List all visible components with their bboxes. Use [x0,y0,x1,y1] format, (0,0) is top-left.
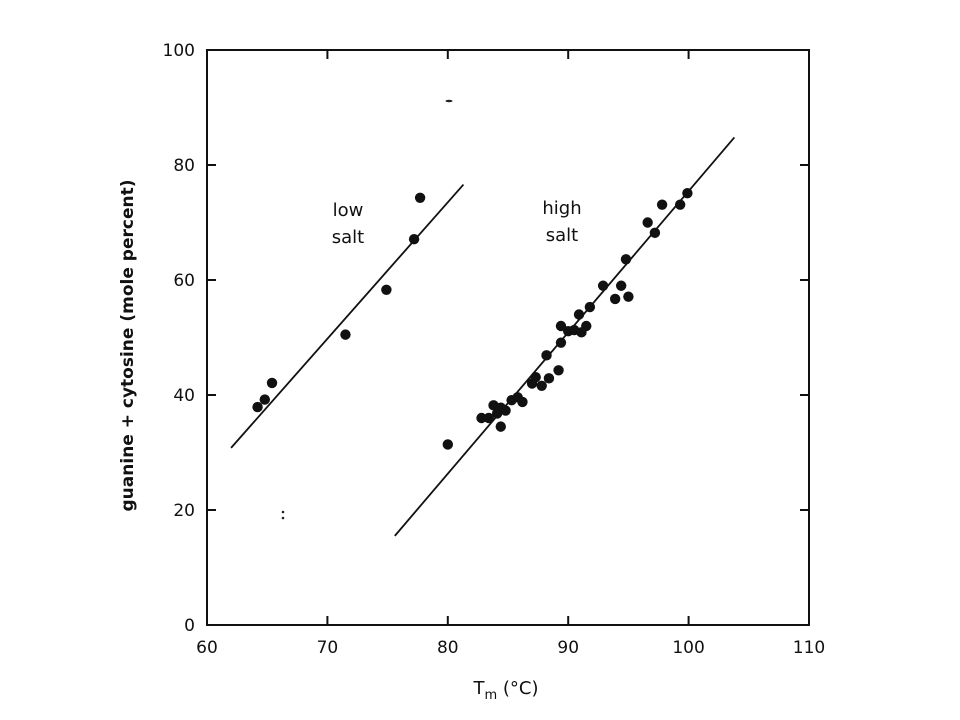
series-label-low-salt: low [333,200,364,221]
fit-line-low-salt [230,183,465,449]
data-point-high-salt [609,293,621,305]
data-point-high-salt [500,405,511,416]
data-point-high-salt [555,320,567,332]
data-point-high-salt [642,217,653,228]
data-point-high-salt [442,439,453,450]
data-point-high-salt [597,280,609,291]
data-point-high-salt [536,380,547,391]
data-point-high-salt [656,199,668,210]
data-point-high-salt [623,291,634,302]
data-point-high-salt [553,365,564,376]
data-point-low-salt [408,233,420,245]
x-tick-label: 110 [793,638,825,658]
data-point-high-salt [476,412,487,424]
fit-lines [230,136,736,537]
data-point-high-salt [541,350,552,361]
data-point-high-salt [517,396,528,408]
y-tick-label: 0 [184,616,195,636]
y-tick-label: 60 [173,271,195,291]
data-point-high-salt [674,199,686,210]
x-tick-label: 70 [317,638,339,658]
x-tick-label: 90 [557,638,579,658]
scan-specks [281,99,453,520]
series-label-high-salt: high [542,198,581,219]
data-point-high-salt [483,412,494,424]
data-point-high-salt [573,309,585,320]
data-points [252,187,693,450]
x-tick-label: 100 [672,638,704,658]
data-point-high-salt [555,337,567,348]
x-axis-label-unit: (°C) [497,678,538,699]
data-point-high-salt [530,371,541,383]
data-point-low-salt [414,192,426,203]
series-label-low-salt: salt [332,227,364,248]
y-tick-label: 20 [173,501,195,521]
data-point-high-salt [615,280,627,291]
data-point-high-salt [649,227,661,239]
series-labels: low salt high salt [332,198,582,248]
plot-frame [206,49,810,626]
data-point-low-salt [381,284,392,295]
series-label-high-salt: salt [546,225,578,246]
y-tick-label: 80 [173,156,195,176]
x-axis-label-main: T [472,678,485,699]
y-tick-label: 100 [163,41,195,61]
data-point-low-salt [266,377,278,389]
x-tick-label: 60 [196,638,218,658]
data-point-high-salt [584,301,596,313]
data-point-high-salt [620,254,632,265]
data-point-low-salt [340,329,351,340]
data-point-high-salt [543,373,555,384]
axis-ticks: 60 70 80 90 100 110 0 20 40 60 80 100 [163,41,826,658]
x-axis-label-subscript: m [484,688,497,703]
y-tick-label: 40 [173,386,195,406]
plot-border [206,49,810,626]
data-point-low-salt [259,394,270,405]
x-axis-label: Tm (°C) [472,678,538,703]
x-tick-label: 80 [437,638,459,658]
data-point-low-salt [252,401,263,413]
data-point-high-salt [495,421,506,432]
data-point-high-salt [581,320,592,332]
data-point-high-salt [682,187,693,199]
y-axis-label: guanine + cytosine (mole percent) [118,180,138,512]
